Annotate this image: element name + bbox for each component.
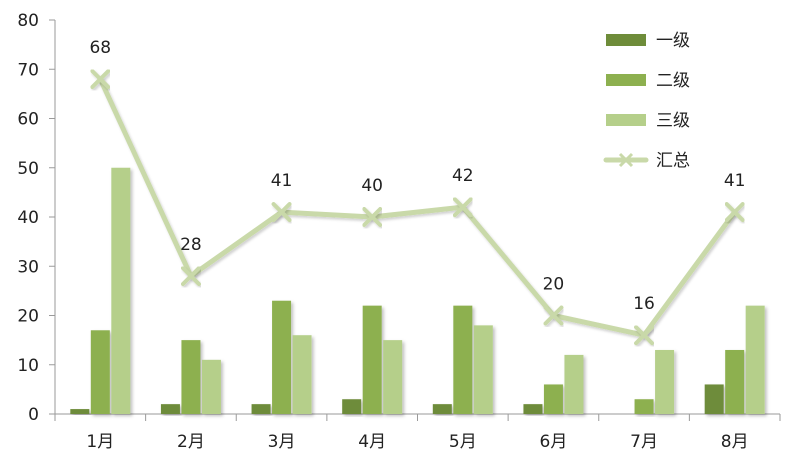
bar-1-8 [704,384,724,414]
legend-item-3: 三级 [606,111,690,131]
bar-3-3 [292,335,312,414]
line-layer [90,69,745,346]
bars-layer [70,167,765,414]
marker-x [362,207,383,227]
bar-2-6 [543,384,563,414]
bar-1-3 [251,404,271,414]
bar-1-2 [160,404,180,414]
y-tick-label: 30 [17,257,39,277]
x-tick-label: 8月 [721,432,749,452]
bar-1-5 [432,404,452,414]
marker-x [543,305,564,326]
data-label-6: 20 [543,275,565,295]
bar-1-4 [342,399,362,414]
bar-1-6 [523,404,543,414]
data-label-7: 16 [633,294,655,314]
x-tick-label: 6月 [540,432,568,452]
x-tick-label: 4月 [358,432,386,452]
y-tick-label: 20 [17,307,39,327]
legend-label: 一级 [656,31,690,51]
line-marker-1 [90,69,111,90]
line-marker-4 [362,207,383,227]
labels-layer: 68 28 41 40 42 20 16 41 [89,38,745,314]
bar-2-8 [725,349,745,414]
bar-3-7 [655,349,675,414]
y-tick-label: 80 [17,11,39,31]
line-marker-5 [452,197,473,218]
line-marker-3 [271,202,292,223]
bar-2-4 [362,305,382,414]
y-tick-label: 50 [17,159,39,179]
legend-label: 汇总 [656,151,690,171]
marker-x [724,202,745,223]
x-tick-label: 7月 [630,432,658,452]
bar-3-5 [473,325,493,414]
legend-swatch [606,74,646,86]
marker-x [180,266,201,287]
marker-x [271,202,292,223]
legend-swatch [606,34,646,46]
line-marker-8 [724,202,745,223]
legend-item-1: 一级 [606,31,690,51]
data-label-3: 41 [271,171,293,191]
bar-2-5 [453,305,473,414]
y-tick-label: 0 [28,405,39,425]
bar-3-8 [745,305,765,414]
bar-2-3 [272,300,292,414]
bar-3-6 [564,354,584,414]
data-label-4: 40 [361,176,383,196]
x-tick-label: 3月 [268,432,296,452]
legend-item-2: 二级 [606,71,690,91]
data-label-2: 28 [180,235,202,255]
legend-swatch [606,114,646,126]
legend-marker [618,152,634,168]
data-label-8: 41 [724,171,746,191]
y-tick-label: 60 [17,110,39,130]
x-tick-label: 1月 [86,432,114,452]
bar-2-2 [181,340,201,414]
bar-3-1 [111,167,131,414]
data-label-1: 68 [89,38,111,58]
bar-2-1 [90,330,110,414]
bar-3-4 [383,340,403,414]
y-tick-label: 40 [17,208,39,228]
line-marker-7 [634,325,655,346]
y-tick-label: 10 [17,356,39,376]
x-tick-label: 5月 [449,432,477,452]
x-tick-label: 2月 [177,432,205,452]
series-line-4 [97,76,738,338]
bar-2-7 [634,399,654,414]
legend-label: 三级 [656,111,690,131]
marker-x [634,325,655,346]
data-label-5: 42 [452,166,474,186]
axes-layer: 0 10 20 30 40 50 60 70 80 1月 2月 3月 4月 5月 6月 7月 8月 [17,11,781,452]
bar-3-2 [201,359,221,414]
marker-x [452,197,473,218]
legend-item-4: 汇总 [603,151,690,171]
line-marker-6 [543,305,564,326]
legend-label: 二级 [656,71,690,91]
line-marker-2 [180,266,201,287]
marker-x [90,69,111,90]
bar-1-1 [70,409,90,414]
y-tick-label: 70 [17,60,39,80]
